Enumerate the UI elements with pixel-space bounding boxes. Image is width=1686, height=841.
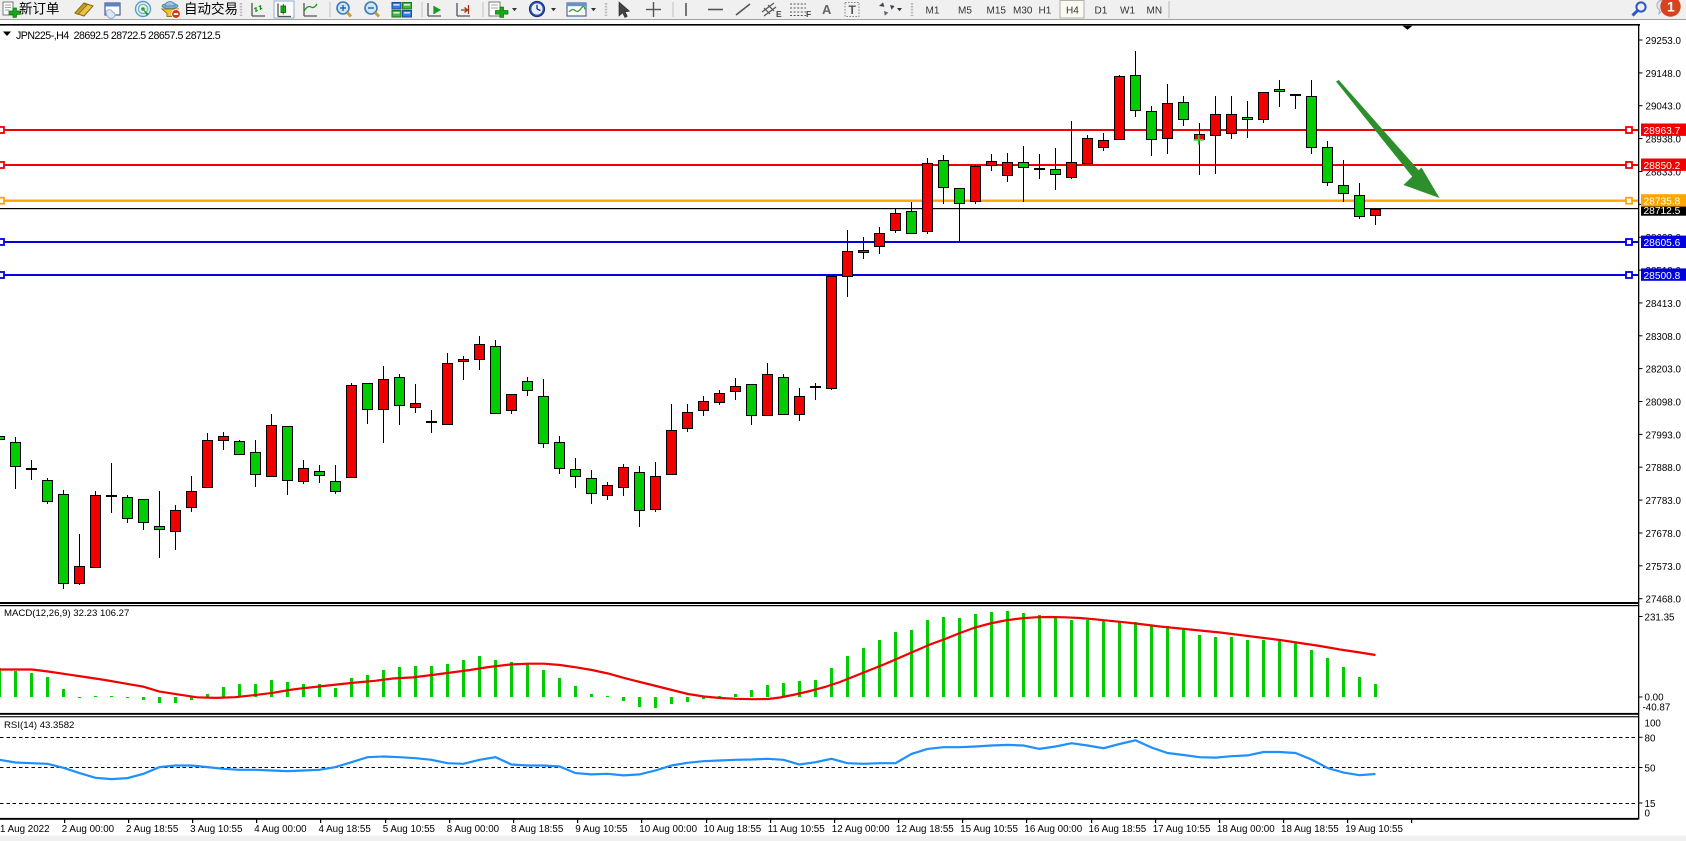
svg-text:28605.6: 28605.6 bbox=[1644, 238, 1681, 249]
svg-text:28203.0: 28203.0 bbox=[1646, 365, 1682, 376]
svg-text:50: 50 bbox=[1645, 764, 1656, 775]
svg-text:A: A bbox=[822, 2, 832, 17]
svg-text:-40.87: -40.87 bbox=[1643, 703, 1671, 714]
svg-text:10 Aug 00:00: 10 Aug 00:00 bbox=[639, 824, 697, 835]
svg-text:D1: D1 bbox=[1095, 6, 1108, 17]
svg-text:28308.0: 28308.0 bbox=[1646, 332, 1682, 343]
svg-text:28413.0: 28413.0 bbox=[1646, 299, 1682, 310]
svg-text:17 Aug 10:55: 17 Aug 10:55 bbox=[1153, 824, 1211, 835]
svg-text:M5: M5 bbox=[958, 6, 972, 17]
svg-text:3 Aug 10:55: 3 Aug 10:55 bbox=[190, 824, 243, 835]
svg-text:2 Aug 18:55: 2 Aug 18:55 bbox=[126, 824, 179, 835]
svg-text:8 Aug 00:00: 8 Aug 00:00 bbox=[447, 824, 500, 835]
svg-text:27783.0: 27783.0 bbox=[1646, 496, 1682, 507]
svg-text:28712.5: 28712.5 bbox=[1644, 206, 1681, 217]
svg-text:28833.0: 28833.0 bbox=[1646, 168, 1682, 179]
svg-text:16 Aug 18:55: 16 Aug 18:55 bbox=[1089, 824, 1147, 835]
svg-text:8 Aug 18:55: 8 Aug 18:55 bbox=[511, 824, 564, 835]
svg-text:M30: M30 bbox=[1013, 6, 1033, 17]
svg-text:2 Aug 00:00: 2 Aug 00:00 bbox=[62, 824, 115, 835]
svg-text:100: 100 bbox=[1645, 719, 1662, 730]
svg-text:15: 15 bbox=[1645, 799, 1656, 810]
svg-text:JPN225-,H4 28692.5 28722.5 28: JPN225-,H4 28692.5 28722.5 28657.5 28712… bbox=[16, 30, 221, 42]
svg-text:18 Aug 18:55: 18 Aug 18:55 bbox=[1281, 824, 1339, 835]
svg-text:自动交易: 自动交易 bbox=[184, 1, 238, 17]
svg-text:28735.8: 28735.8 bbox=[1644, 197, 1681, 208]
svg-text:4 Aug 00:00: 4 Aug 00:00 bbox=[254, 824, 307, 835]
svg-text:231.35: 231.35 bbox=[1645, 613, 1676, 624]
svg-text:27678.0: 27678.0 bbox=[1646, 529, 1682, 540]
svg-text:10 Aug 18:55: 10 Aug 18:55 bbox=[704, 824, 762, 835]
svg-text:E: E bbox=[776, 9, 782, 19]
svg-text:MN: MN bbox=[1147, 6, 1163, 17]
svg-text:28098.0: 28098.0 bbox=[1646, 398, 1682, 409]
svg-text:RSI(14) 43.3582: RSI(14) 43.3582 bbox=[4, 720, 74, 731]
svg-text:4 Aug 18:55: 4 Aug 18:55 bbox=[319, 824, 372, 835]
svg-text:27573.0: 27573.0 bbox=[1646, 562, 1682, 573]
svg-text:28938.0: 28938.0 bbox=[1646, 135, 1682, 146]
svg-text:0: 0 bbox=[1645, 809, 1651, 820]
svg-text:80: 80 bbox=[1645, 734, 1656, 745]
svg-text:F: F bbox=[806, 9, 811, 19]
svg-text:H1: H1 bbox=[1039, 6, 1052, 17]
svg-text:1: 1 bbox=[1667, 0, 1675, 15]
svg-text:27468.0: 27468.0 bbox=[1646, 595, 1682, 606]
svg-text:新订单: 新订单 bbox=[19, 2, 60, 17]
svg-text:T: T bbox=[849, 3, 857, 17]
svg-text:0.00: 0.00 bbox=[1645, 693, 1665, 704]
svg-text:18 Aug 00:00: 18 Aug 00:00 bbox=[1217, 824, 1275, 835]
svg-text:M1: M1 bbox=[926, 6, 940, 17]
svg-text:15 Aug 10:55: 15 Aug 10:55 bbox=[960, 824, 1018, 835]
svg-text:MACD(12,26,9) 32.23 106.27: MACD(12,26,9) 32.23 106.27 bbox=[4, 608, 129, 619]
svg-text:9 Aug 10:55: 9 Aug 10:55 bbox=[575, 824, 628, 835]
svg-text:28850.2: 28850.2 bbox=[1644, 161, 1681, 172]
svg-text:12 Aug 00:00: 12 Aug 00:00 bbox=[832, 824, 890, 835]
svg-text:M15: M15 bbox=[987, 6, 1007, 17]
svg-text:W1: W1 bbox=[1120, 6, 1135, 17]
svg-text:5 Aug 10:55: 5 Aug 10:55 bbox=[383, 824, 436, 835]
svg-text:27888.0: 27888.0 bbox=[1646, 463, 1682, 474]
svg-text:29043.0: 29043.0 bbox=[1646, 102, 1682, 113]
svg-text:1 Aug 2022: 1 Aug 2022 bbox=[0, 824, 50, 835]
svg-text:H4: H4 bbox=[1066, 6, 1079, 17]
svg-text:11 Aug 10:55: 11 Aug 10:55 bbox=[768, 824, 826, 835]
svg-text:19 Aug 10:55: 19 Aug 10:55 bbox=[1345, 824, 1403, 835]
svg-text:27993.0: 27993.0 bbox=[1646, 430, 1682, 441]
svg-text:28963.7: 28963.7 bbox=[1644, 126, 1681, 137]
svg-text:29148.0: 29148.0 bbox=[1646, 69, 1682, 80]
svg-text:29253.0: 29253.0 bbox=[1646, 36, 1682, 47]
svg-text:16 Aug 00:00: 16 Aug 00:00 bbox=[1024, 824, 1082, 835]
svg-text:12 Aug 18:55: 12 Aug 18:55 bbox=[896, 824, 954, 835]
svg-text:28500.8: 28500.8 bbox=[1644, 271, 1681, 282]
